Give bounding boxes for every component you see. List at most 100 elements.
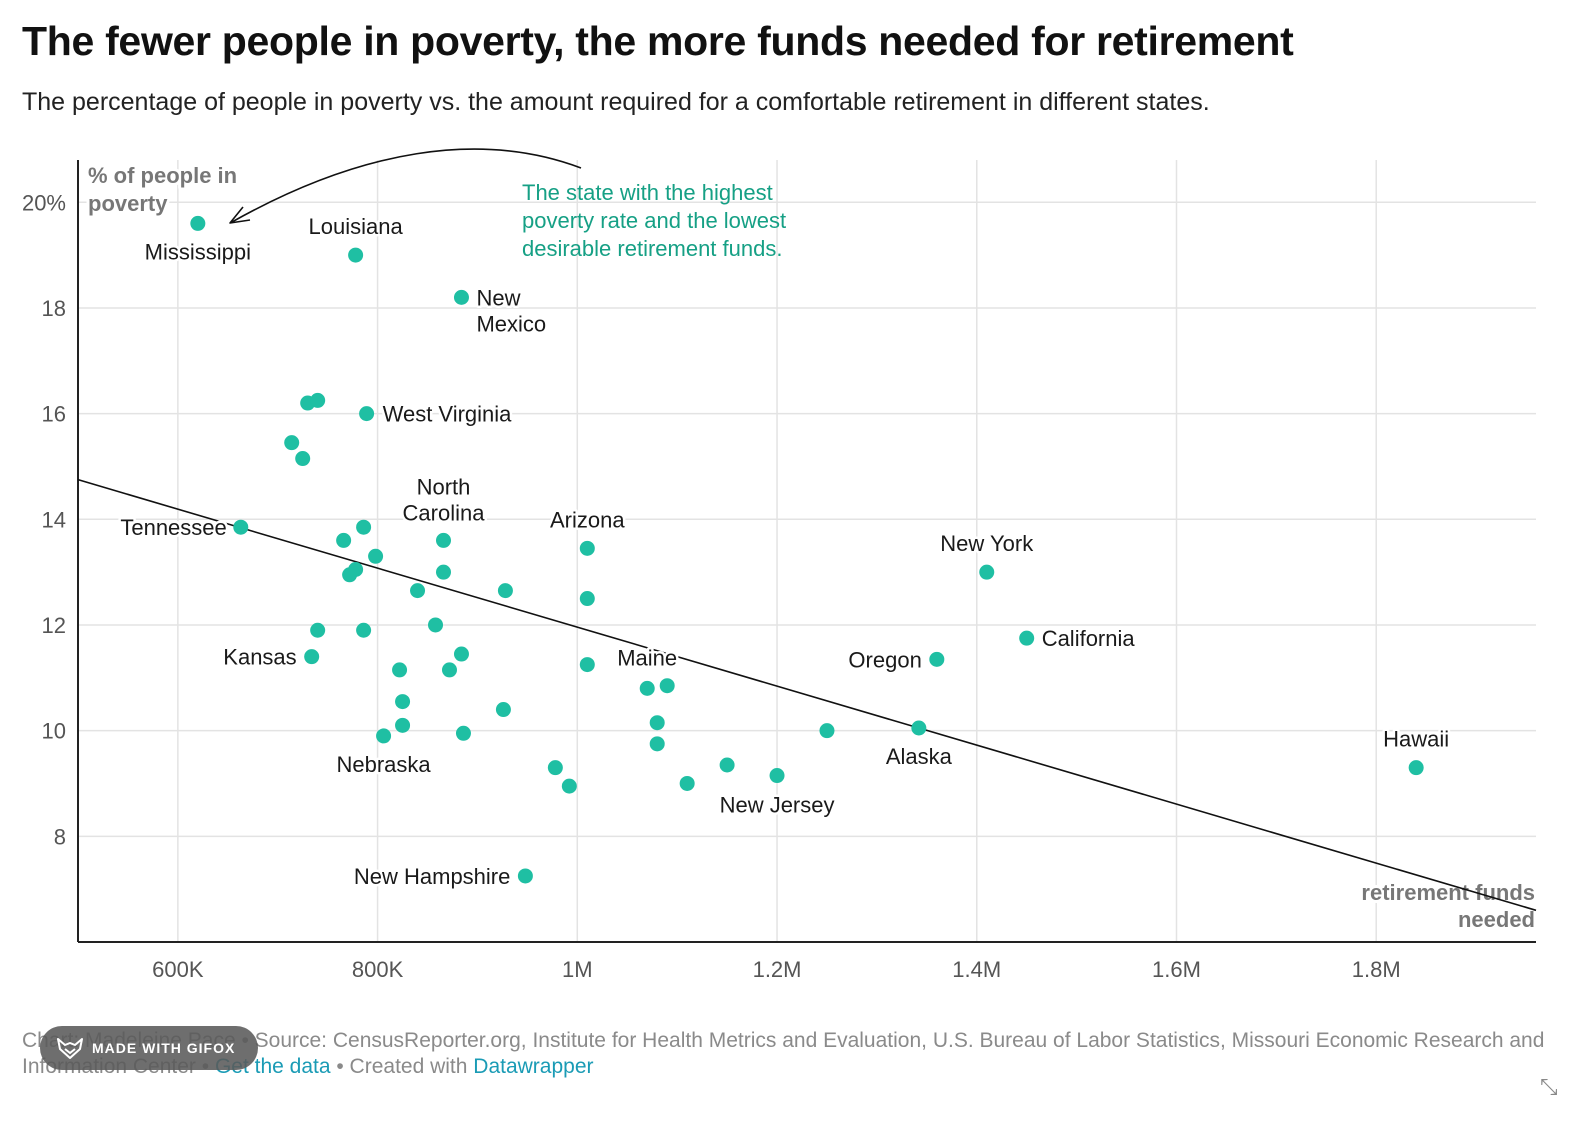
y-tick-label: 12 <box>42 613 66 638</box>
data-point <box>649 715 665 731</box>
x-tick-label: 1.2M <box>753 957 802 982</box>
point-label: New Hampshire <box>354 864 511 889</box>
annotation-text-line: desirable retirement funds. <box>522 236 782 261</box>
point-label: Alaska <box>886 744 953 769</box>
chart-title: The fewer people in poverty, the more fu… <box>22 18 1294 64</box>
data-point <box>310 622 326 638</box>
data-point <box>659 678 675 694</box>
y-tick-label: 14 <box>42 507 66 532</box>
data-point <box>392 662 408 678</box>
data-point <box>517 868 533 884</box>
data-point <box>979 564 995 580</box>
data-point <box>435 532 451 548</box>
x-tick-label: 1.6M <box>1152 957 1201 982</box>
point-label: Tennessee <box>120 515 226 540</box>
data-point <box>233 519 249 535</box>
point-label: Arizona <box>550 507 625 532</box>
data-point <box>639 680 655 696</box>
point-label-line: North <box>417 474 471 499</box>
annotation-text-line: poverty rate and the lowest <box>522 208 786 233</box>
gifox-watermark: MADE WITH GIFOX <box>40 1026 258 1070</box>
data-point <box>929 651 945 667</box>
x-axis-label-line2: needed <box>1458 907 1535 932</box>
data-point <box>348 247 364 263</box>
data-point <box>453 646 469 662</box>
data-point <box>911 720 927 736</box>
data-point <box>453 289 469 305</box>
data-point <box>304 649 320 665</box>
x-tick-label: 800K <box>352 957 404 982</box>
data-point <box>495 702 511 718</box>
point-label-line: Carolina <box>403 500 486 525</box>
data-point <box>376 728 392 744</box>
point-label-line: New <box>476 285 520 310</box>
annotation-arrowhead <box>229 206 251 224</box>
data-point <box>497 583 513 599</box>
y-axis-label-line2: poverty <box>88 191 168 216</box>
trend-line <box>77 478 1537 912</box>
point-label: California <box>1042 626 1136 651</box>
x-tick-label: 1M <box>562 957 593 982</box>
data-point <box>359 406 375 422</box>
data-point <box>336 532 352 548</box>
point-label: Louisiana <box>309 214 404 239</box>
point-label: New York <box>940 531 1034 556</box>
x-tick-label: 1.4M <box>952 957 1001 982</box>
point-label-line: Mexico <box>476 311 546 336</box>
point-label: Maine <box>617 646 677 671</box>
y-tick-label: 20% <box>22 190 66 215</box>
y-tick-label: 16 <box>42 402 66 427</box>
data-point <box>395 717 411 733</box>
resize-handle-icon[interactable]: ⤡ <box>1540 1074 1558 1099</box>
data-point <box>579 657 595 673</box>
data-point <box>342 567 358 583</box>
data-point <box>679 775 695 791</box>
point-label: North Carolina <box>403 474 486 525</box>
data-point <box>1408 760 1424 776</box>
data-point <box>368 548 384 564</box>
data-point <box>356 622 372 638</box>
chart-subtitle: The percentage of people in poverty vs. … <box>22 88 1210 116</box>
data-point <box>719 757 735 773</box>
point-label: New Jersey <box>720 793 835 818</box>
y-tick-label: 10 <box>42 719 66 744</box>
datawrapper-link[interactable]: Datawrapper <box>473 1055 594 1078</box>
annotation-arrow <box>231 148 582 223</box>
data-point <box>769 768 785 784</box>
point-label: Nebraska <box>337 752 432 777</box>
data-point <box>579 540 595 556</box>
data-point <box>395 694 411 710</box>
data-point <box>547 760 563 776</box>
data-point <box>561 778 577 794</box>
data-point <box>649 736 665 752</box>
data-point <box>435 564 451 580</box>
y-axis-label-line1: % of people in <box>88 163 237 188</box>
data-point <box>819 723 835 739</box>
data-point <box>284 435 300 451</box>
point-label: West Virginia <box>383 402 513 427</box>
point-label: New Mexico <box>476 285 546 336</box>
fox-icon <box>57 1038 83 1059</box>
x-tick-label: 600K <box>152 957 204 982</box>
footer-separator: • Created with <box>330 1055 474 1078</box>
y-tick-label: 18 <box>42 296 66 321</box>
point-label: Kansas <box>223 645 296 670</box>
data-point <box>428 617 444 633</box>
data-point <box>295 451 311 467</box>
data-point <box>579 591 595 607</box>
data-point <box>410 583 426 599</box>
data-point <box>441 662 457 678</box>
data-point <box>1019 630 1035 646</box>
x-tick-label: 1.8M <box>1352 957 1401 982</box>
y-tick-label: 8 <box>54 824 66 849</box>
annotation-text-line: The state with the highest <box>522 180 773 205</box>
data-point <box>356 519 372 535</box>
point-label: Mississippi <box>145 239 251 264</box>
data-point <box>455 725 471 741</box>
data-point <box>190 215 206 231</box>
point-label: Oregon <box>848 647 921 672</box>
scatter-chart: 8 10 12 14 16 18 20% 600K 800K 1M 1.2M 1.4M 1.6M 1.8M… <box>22 148 1538 982</box>
point-label: Hawaii <box>1383 727 1449 752</box>
gifox-label: MADE WITH GIFOX <box>92 1040 236 1056</box>
data-point <box>310 392 326 408</box>
